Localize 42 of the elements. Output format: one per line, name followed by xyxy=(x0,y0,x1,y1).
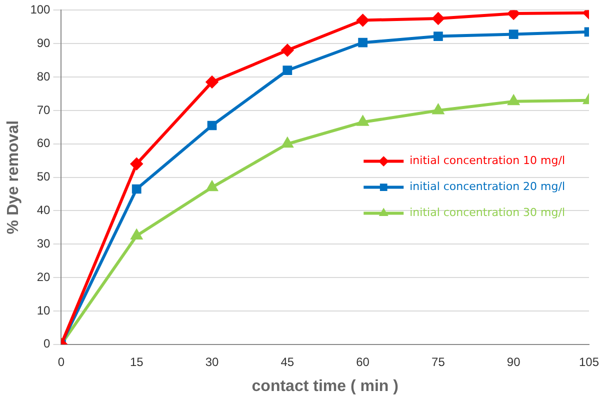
y-axis-title: % Dye removal xyxy=(5,120,22,234)
point xyxy=(358,38,368,48)
point xyxy=(282,66,292,76)
point xyxy=(131,230,142,240)
x-tick-label: 15 xyxy=(130,354,144,369)
point xyxy=(432,104,444,114)
y-tick-label: 80 xyxy=(36,69,51,84)
legend-label: initial concentration 10 mg/l xyxy=(410,154,566,168)
x-tick-label: 105 xyxy=(578,354,600,369)
y-tick-label: 40 xyxy=(36,203,51,218)
x-tick-label: 0 xyxy=(58,354,65,369)
legend-label: initial concentration 30 mg/l xyxy=(410,206,566,220)
point xyxy=(508,30,518,39)
legend-label: initial concentration 20 mg/l xyxy=(410,180,566,194)
point xyxy=(282,138,293,148)
point xyxy=(508,10,520,20)
point xyxy=(508,95,519,106)
point xyxy=(432,12,444,25)
y-tick-label: 90 xyxy=(36,36,51,50)
point xyxy=(130,158,143,170)
point xyxy=(206,76,218,88)
y-tick-label: 70 xyxy=(36,102,51,117)
y-tick-label: 0 xyxy=(44,336,51,351)
point xyxy=(357,116,368,126)
y-tick-label: 30 xyxy=(36,236,51,250)
y-tick-label: 100 xyxy=(30,2,51,17)
y-tick-label: 10 xyxy=(36,303,51,318)
point xyxy=(281,44,294,56)
x-axis-title: contact time ( min ) xyxy=(252,378,398,395)
point xyxy=(356,14,369,26)
x-tick-label: 45 xyxy=(280,354,294,369)
y-tick-label: 20 xyxy=(36,270,51,284)
x-tick-label: 30 xyxy=(205,354,220,369)
x-tick-label: 75 xyxy=(432,354,446,369)
point xyxy=(207,120,217,130)
point xyxy=(132,184,142,194)
x-tick-label: 90 xyxy=(506,354,521,369)
y-tick-label: 50 xyxy=(36,170,51,184)
point xyxy=(434,32,443,41)
y-tick-label: 60 xyxy=(36,136,51,150)
x-tick-label: 60 xyxy=(356,354,370,369)
point xyxy=(206,181,218,192)
